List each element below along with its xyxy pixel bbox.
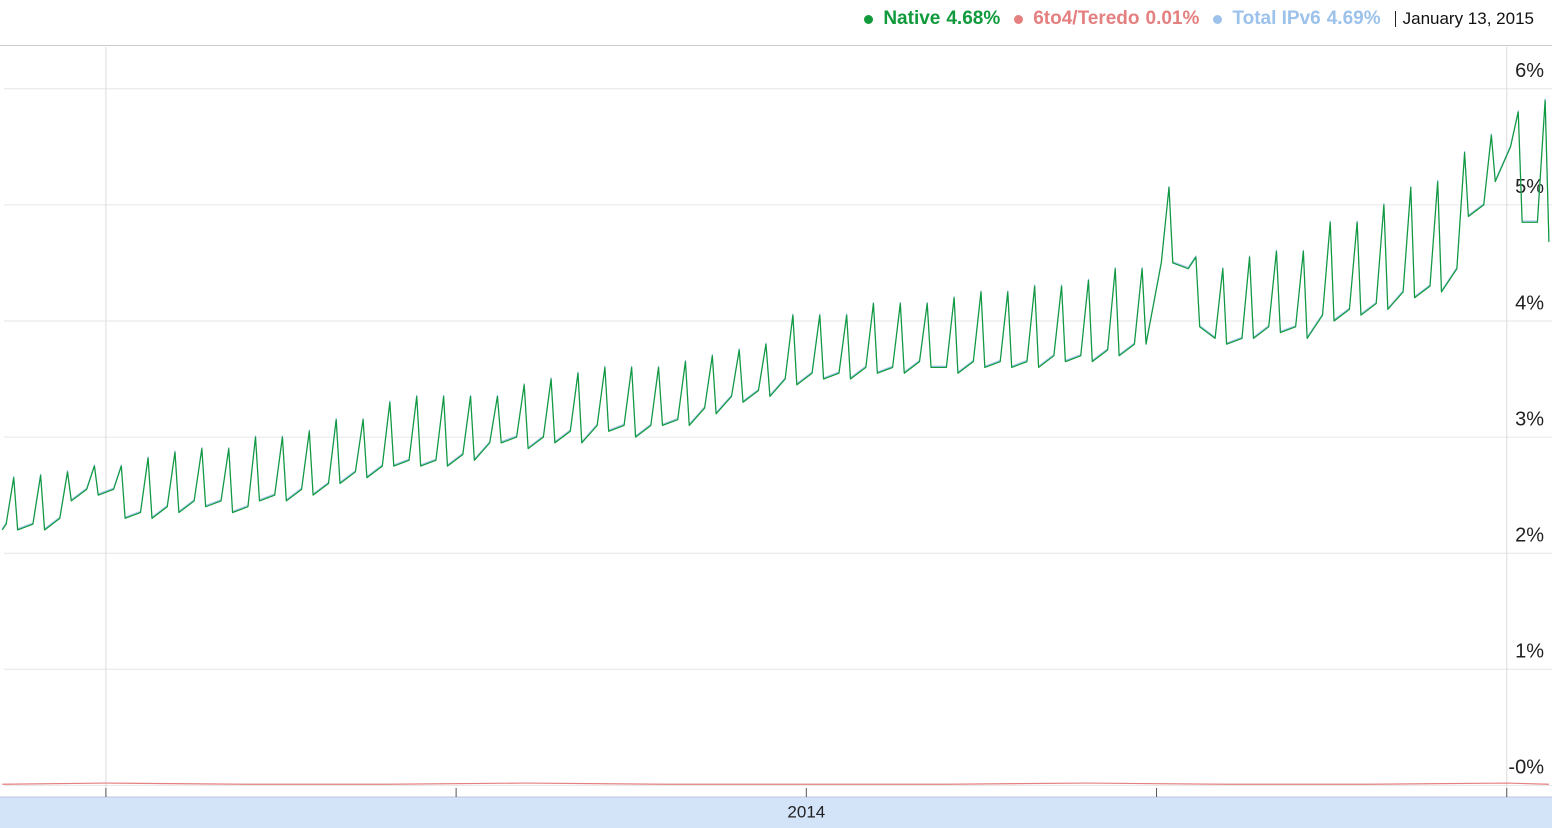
y-tick-label: 1% xyxy=(1515,641,1544,663)
legend-item: 6to4/Teredo 0.01% xyxy=(1014,8,1199,30)
legend-item: Native 4.68% xyxy=(864,8,1000,30)
header: Native 4.68% 6to4/Teredo 0.01% Total IPv6 4.6… xyxy=(0,0,1552,46)
legend-dot xyxy=(1014,14,1024,24)
legend-dot xyxy=(1213,14,1223,24)
y-tick-label: 4% xyxy=(1515,292,1544,314)
date-label: January 13, 2015 xyxy=(1394,10,1534,27)
y-tick-label: -0% xyxy=(1508,757,1544,779)
legend-name: 6to4/Teredo xyxy=(1033,8,1140,29)
series-line xyxy=(1,98,1550,530)
y-tick-label: 3% xyxy=(1515,408,1544,430)
legend: Native 4.68% 6to4/Teredo 0.01% Total IPv6 4.6… xyxy=(864,8,1534,30)
legend-value: 4.68% xyxy=(946,8,1001,29)
y-tick-label: 5% xyxy=(1515,176,1544,198)
y-tick-label: 6% xyxy=(1515,60,1544,82)
legend-value: 4.69% xyxy=(1326,8,1381,29)
y-tick-label: 2% xyxy=(1515,524,1544,546)
x-period-label: 2014 xyxy=(787,802,825,821)
x-axis-band xyxy=(0,797,1552,828)
legend-name: Native xyxy=(883,8,941,29)
legend-name: Total IPv6 xyxy=(1232,8,1321,29)
legend-item: Total IPv6 4.69% xyxy=(1213,8,1381,30)
legend-dot xyxy=(864,14,874,24)
legend-value: 0.01% xyxy=(1145,8,1200,29)
series-line xyxy=(1,99,1550,531)
series-line xyxy=(2,782,1549,785)
